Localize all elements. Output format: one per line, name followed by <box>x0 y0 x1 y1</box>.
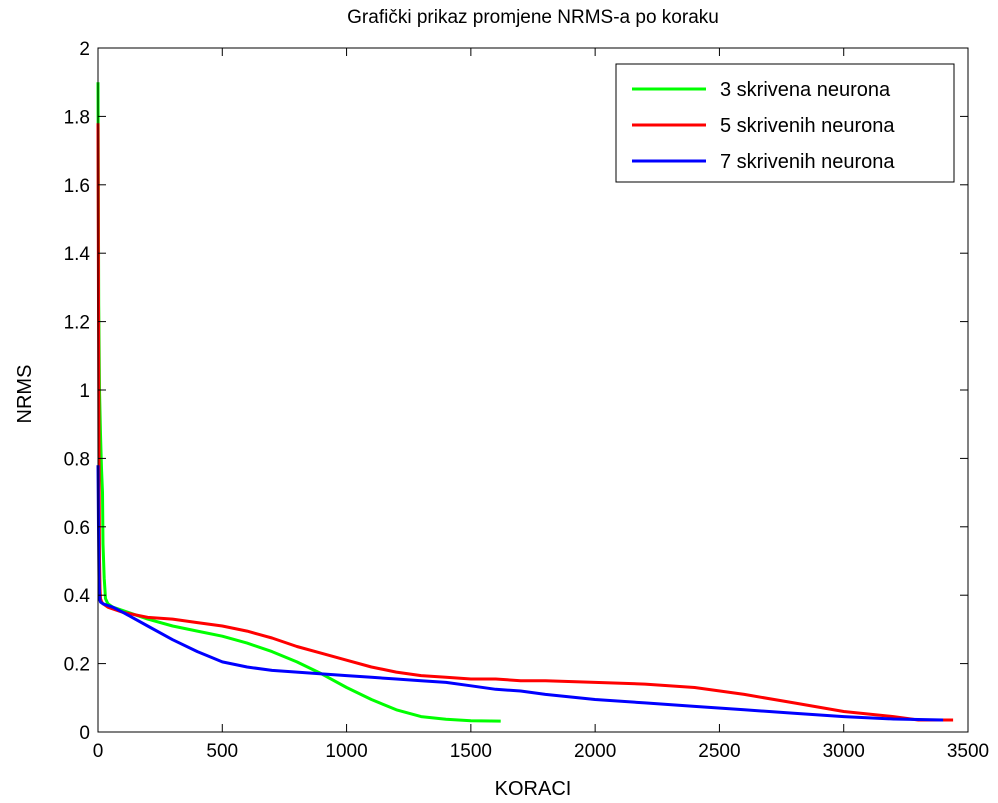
x-tick-label: 3000 <box>823 741 865 762</box>
legend: 3 skrivena neurona 5 skrivenih neurona 7 s… <box>615 63 955 183</box>
x-tick-label: 500 <box>206 741 238 762</box>
legend-label-3: 7 skrivenih neurona <box>720 151 895 173</box>
legend-label-2: 5 skrivenih neurona <box>720 115 895 137</box>
series-line-2 <box>96 123 954 722</box>
y-tick-label: 1.6 <box>64 176 90 197</box>
y-axis-label: NRMS <box>14 365 36 424</box>
chart-title: Grafički prikaz promjene NRMS-a po korak… <box>347 7 719 28</box>
y-tick-label: 0.6 <box>64 518 90 539</box>
y-tick-label: 0 <box>79 723 90 744</box>
series-line-3 <box>96 465 944 722</box>
x-tick-label: 1500 <box>450 741 492 762</box>
y-tick-label: 0.8 <box>64 449 90 470</box>
series-line-1 <box>96 82 501 723</box>
legend-label-1: 3 skrivena neurona <box>720 79 891 101</box>
y-tick-label: 1 <box>79 381 90 402</box>
plot-area <box>96 82 954 723</box>
x-tick-label: 1000 <box>325 741 367 762</box>
x-tick-label: 0 <box>93 741 104 762</box>
x-axis-label: KORACI <box>495 778 572 800</box>
x-tick-label: 2500 <box>698 741 740 762</box>
axes: 0 500 1000 1500 2000 2500 3000 3500 0 0.2 0.4 0.6 0.… <box>64 39 990 762</box>
y-tick-label: 0.2 <box>64 655 90 676</box>
y-tick-label: 0.4 <box>64 586 91 607</box>
x-tick-label: 3500 <box>947 741 989 762</box>
x-tick-label: 2000 <box>574 741 616 762</box>
y-tick-label: 2 <box>79 39 90 60</box>
y-tick-label: 1.4 <box>64 244 91 265</box>
y-tick-label: 1.2 <box>64 313 90 334</box>
y-tick-label: 1.8 <box>64 107 90 128</box>
